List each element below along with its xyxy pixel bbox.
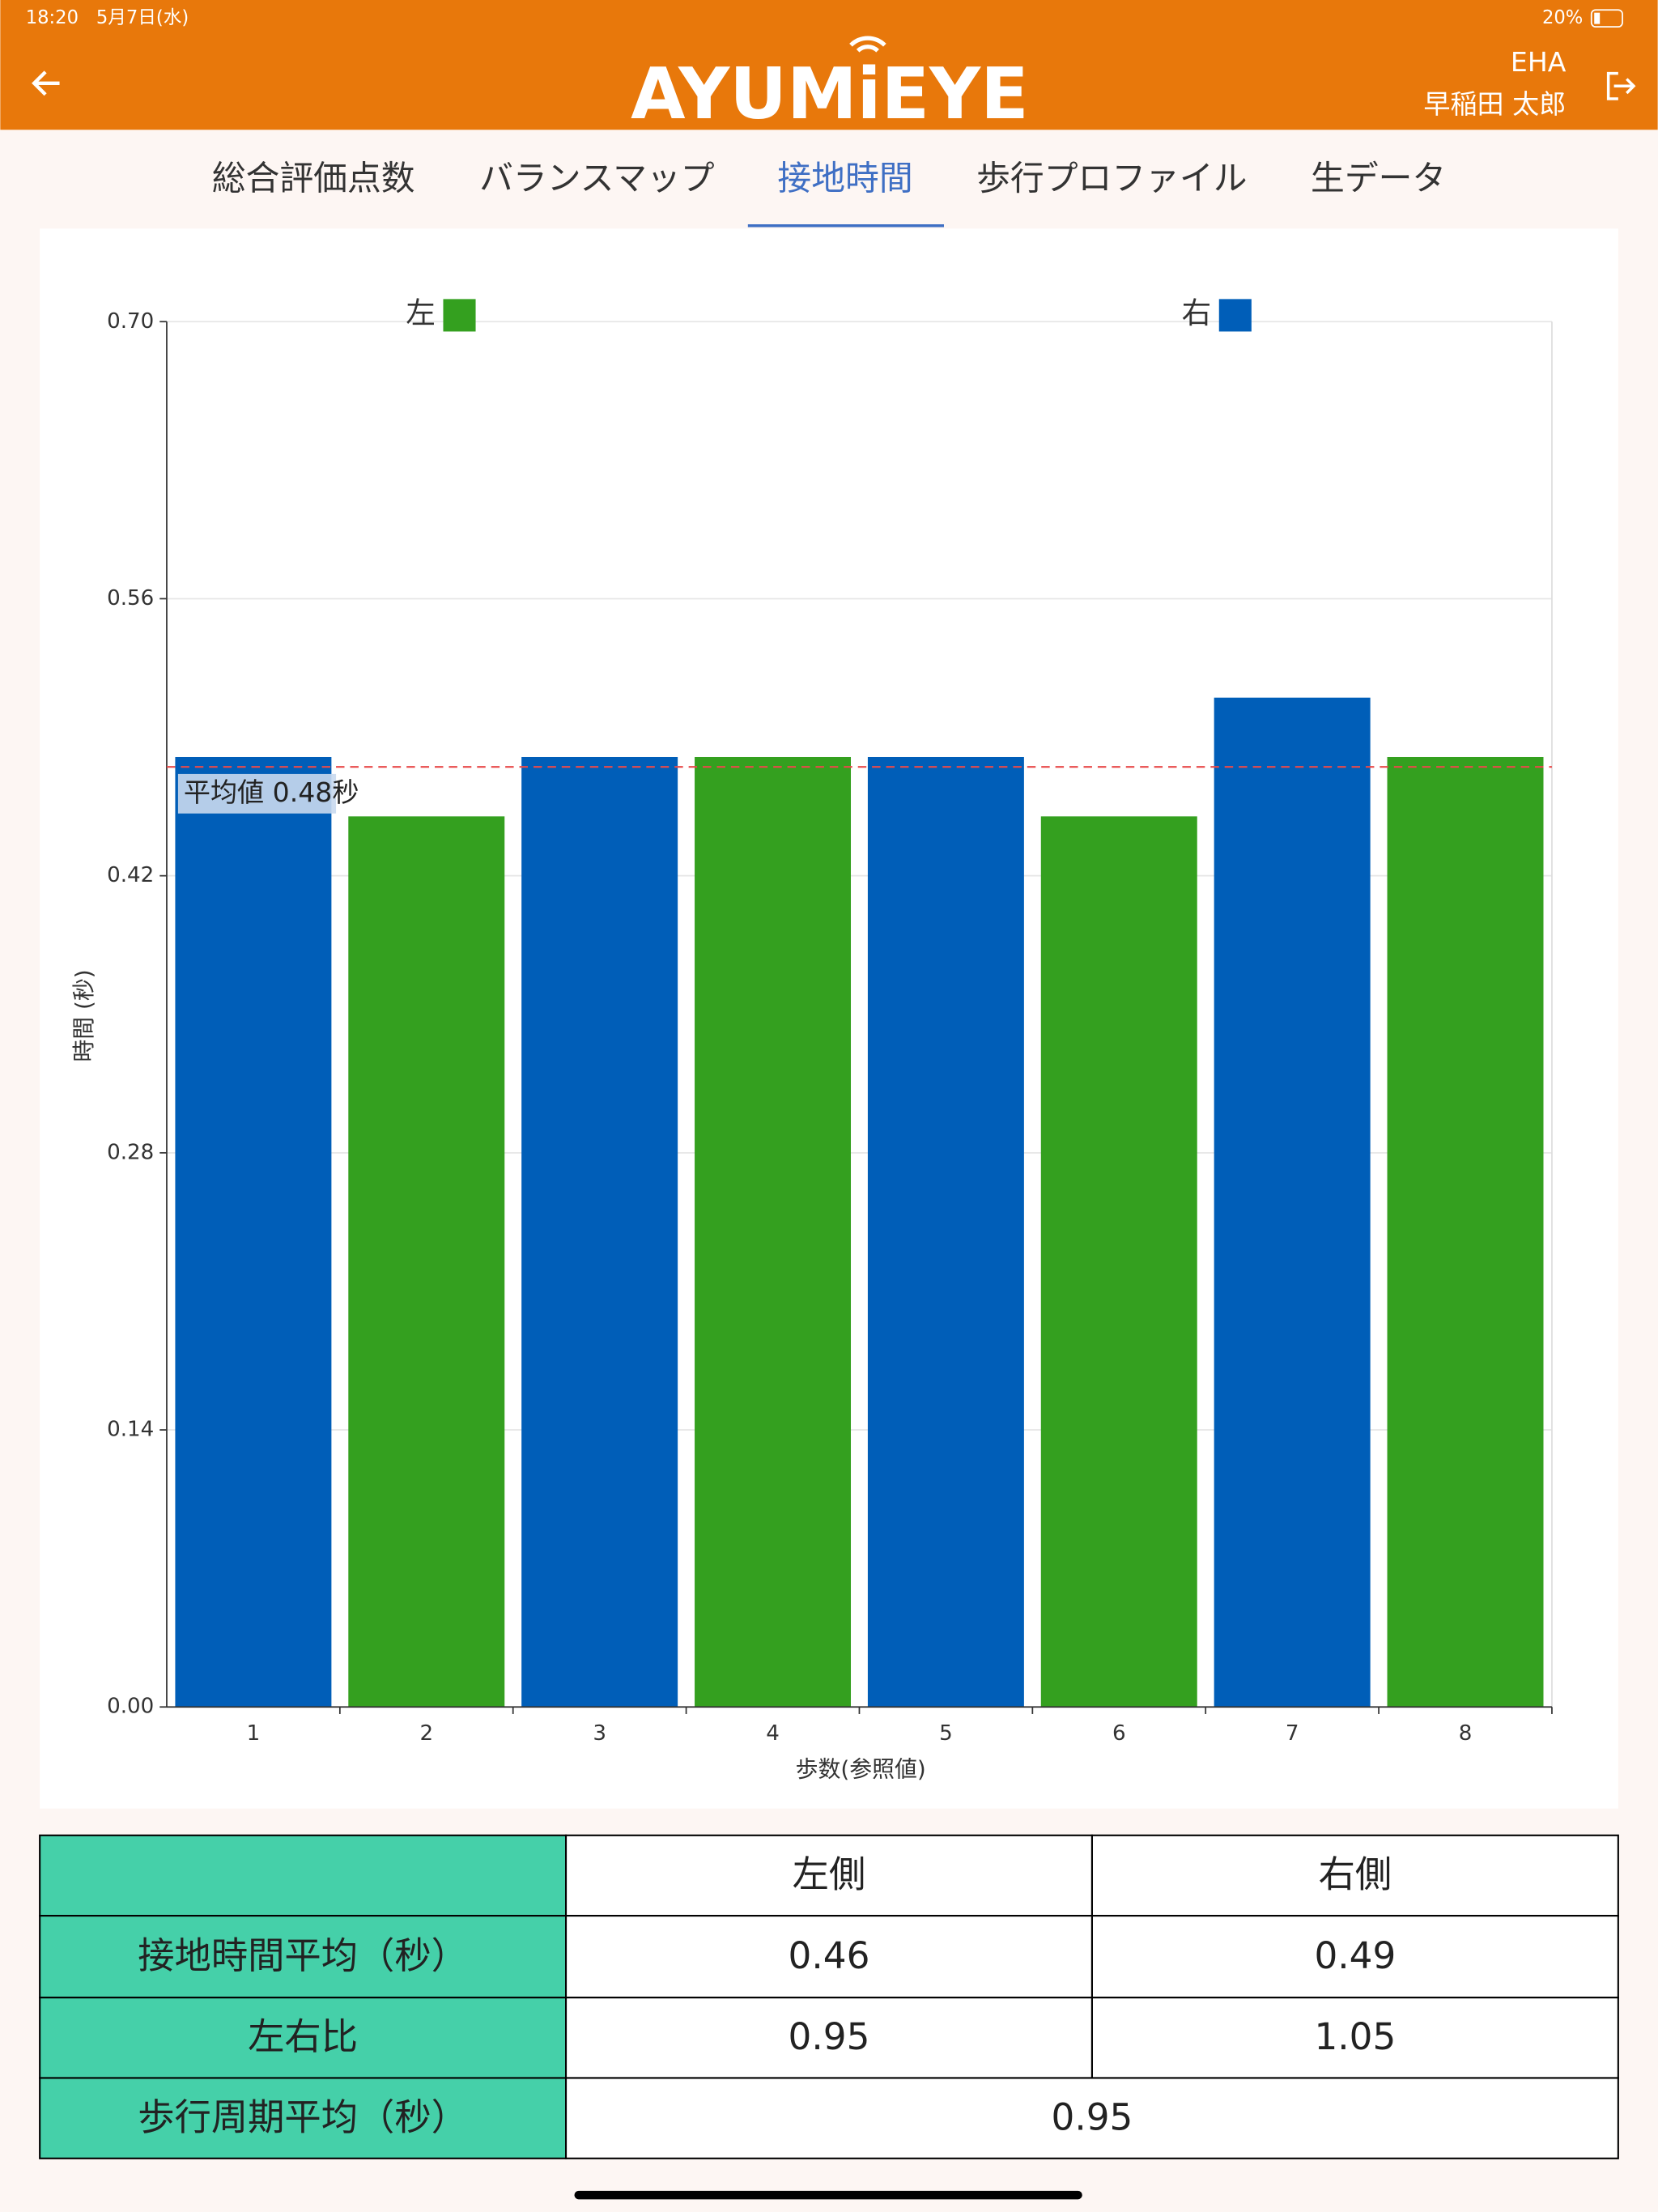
x-tick-label: 6 [1112, 1721, 1126, 1746]
table-text: 右側 [1319, 1853, 1392, 1896]
user-name: 早稲田 太郎 [1423, 88, 1566, 120]
home-indicator [574, 2190, 1082, 2200]
logo: AYUMiEYE [631, 53, 1029, 135]
table-text: 歩行周期平均（秒） [138, 2095, 468, 2138]
y-tick-label: 0.14 [107, 1418, 154, 1442]
chart: 0.00 0.14 0.28 0.42 0.56 0.70 1 2 3 4 5 6 7 8 平均値 0.48… [70, 296, 1553, 1783]
x-tick-label: 1 [247, 1721, 261, 1746]
table-text: 左右比 [248, 2015, 358, 2058]
table-text: 0.95 [789, 2015, 870, 2058]
table-cell [565, 1997, 1093, 2079]
legend-label: 左 [406, 296, 436, 330]
table-cell [565, 2077, 1619, 2159]
legend-swatch [443, 299, 476, 332]
x-tick-label: 5 [939, 1721, 953, 1746]
bar [348, 816, 505, 1708]
app-header [0, 0, 1658, 130]
x-tick-label: 3 [593, 1721, 606, 1746]
bar [1214, 697, 1371, 1708]
battery-level [1594, 12, 1601, 24]
table-cell [1090, 1915, 1619, 1999]
bar [521, 756, 678, 1708]
y-tick-label: 0.42 [107, 863, 154, 887]
tab[interactable]: 歩行プロファイル [976, 159, 1247, 198]
table-text: 接地時間平均（秒） [138, 1934, 468, 1977]
status-time: 18:20 [26, 7, 79, 28]
table-cell [1090, 1997, 1619, 2079]
average-label: 平均値 0.48秒 [184, 776, 359, 808]
table-text: 1.05 [1314, 2015, 1396, 2058]
table-text: 0.49 [1314, 1934, 1396, 1977]
x-axis-title: 歩数(参照値) [796, 1756, 926, 1783]
table-cell [1090, 1834, 1619, 1917]
y-tick-label: 0.28 [107, 1140, 154, 1164]
battery-text: 20% [1542, 7, 1583, 28]
table-text: 左側 [793, 1853, 866, 1896]
bar [695, 756, 852, 1708]
table-cell [565, 1834, 1093, 1917]
tab[interactable]: 接地時間 [777, 159, 912, 198]
battery-icon [1590, 9, 1623, 28]
status-date: 5月7日(水) [96, 7, 189, 28]
legend-swatch [1218, 299, 1252, 332]
tab-underline [747, 224, 945, 228]
x-tick-label: 2 [419, 1721, 433, 1746]
back-button[interactable] [32, 70, 60, 96]
x-tick-label: 4 [766, 1721, 780, 1746]
bar [175, 756, 332, 1708]
table-cell [39, 1834, 568, 1917]
bar [1387, 756, 1544, 1708]
average-label-bg [177, 773, 337, 814]
y-tick-label: 0.00 [107, 1695, 154, 1719]
x-tick-label: 8 [1459, 1721, 1473, 1746]
y-tick-label: 0.56 [107, 586, 154, 610]
facility: EHA [1511, 46, 1567, 78]
logo-wifi [849, 36, 886, 53]
bar [867, 756, 1024, 1708]
bar [1040, 816, 1197, 1708]
logout-button[interactable] [1606, 71, 1636, 100]
y-tick-label: 0.70 [107, 309, 154, 334]
tab[interactable]: バランスマップ [479, 159, 715, 198]
y-axis-title: 時間 (秒) [70, 969, 97, 1061]
tab[interactable]: 生データ [1311, 159, 1446, 198]
table-cell [565, 1915, 1093, 1999]
legend-label: 右 [1182, 296, 1212, 330]
table-cell [39, 2077, 568, 2159]
x-tick-label: 7 [1286, 1721, 1299, 1746]
tab-bar: 総合評価点数 バランスマップ 接地時間 歩行プロファイル 生データ [212, 159, 1446, 228]
table-text: 0.95 [1052, 2095, 1133, 2138]
tab[interactable]: 総合評価点数 [212, 159, 415, 198]
table-text: 0.46 [789, 1934, 870, 1977]
